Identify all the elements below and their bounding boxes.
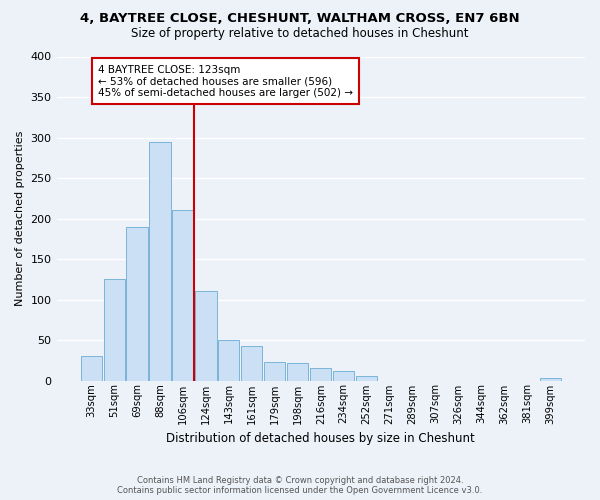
Bar — [104, 280, 125, 380]
Bar — [287, 362, 308, 380]
Text: Size of property relative to detached houses in Cheshunt: Size of property relative to detached ho… — [131, 28, 469, 40]
Bar — [196, 292, 217, 380]
Bar — [127, 226, 148, 380]
X-axis label: Distribution of detached houses by size in Cheshunt: Distribution of detached houses by size … — [166, 432, 475, 445]
Bar — [172, 210, 194, 380]
Bar — [356, 376, 377, 380]
Text: 4 BAYTREE CLOSE: 123sqm
← 53% of detached houses are smaller (596)
45% of semi-d: 4 BAYTREE CLOSE: 123sqm ← 53% of detache… — [98, 64, 353, 98]
Bar — [264, 362, 286, 380]
Text: Contains HM Land Registry data © Crown copyright and database right 2024.
Contai: Contains HM Land Registry data © Crown c… — [118, 476, 482, 495]
Bar — [241, 346, 262, 380]
Bar — [218, 340, 239, 380]
Bar — [333, 371, 354, 380]
Bar — [80, 356, 101, 380]
Bar — [310, 368, 331, 380]
Text: 4, BAYTREE CLOSE, CHESHUNT, WALTHAM CROSS, EN7 6BN: 4, BAYTREE CLOSE, CHESHUNT, WALTHAM CROS… — [80, 12, 520, 26]
Bar — [540, 378, 561, 380]
Y-axis label: Number of detached properties: Number of detached properties — [15, 131, 25, 306]
Bar — [149, 142, 170, 380]
